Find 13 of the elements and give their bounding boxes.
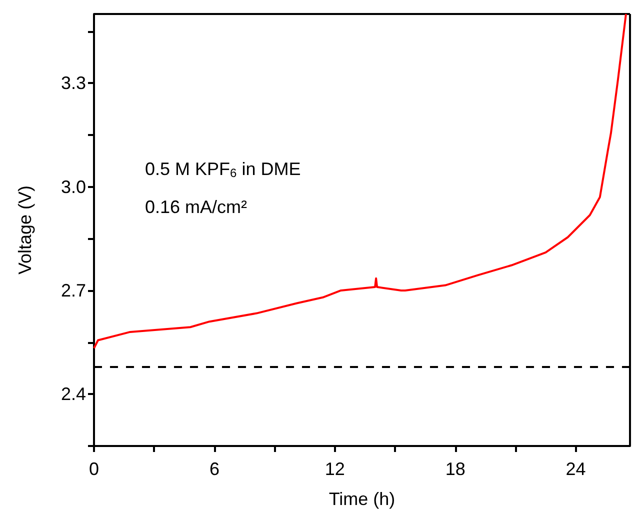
x-tick-label: 24: [566, 459, 586, 479]
y-tick-label: 2.7: [60, 280, 86, 300]
x-axis-title: Time (h): [328, 489, 396, 509]
x-tick-label: 0: [88, 459, 100, 479]
y-axis-title: Voltage (V): [15, 185, 35, 275]
y-tick-label: 2.4: [60, 384, 86, 404]
line-series: [93, 13, 627, 350]
y-tick-label: 3.3: [60, 73, 86, 94]
x-tick-label: 12: [324, 459, 345, 479]
annotation: 0.16 mA/cm²: [145, 197, 248, 217]
x-tick-label: 6: [209, 459, 220, 479]
x-tick-label: 18: [445, 459, 466, 479]
y-tick-label: 3.0: [60, 176, 86, 197]
